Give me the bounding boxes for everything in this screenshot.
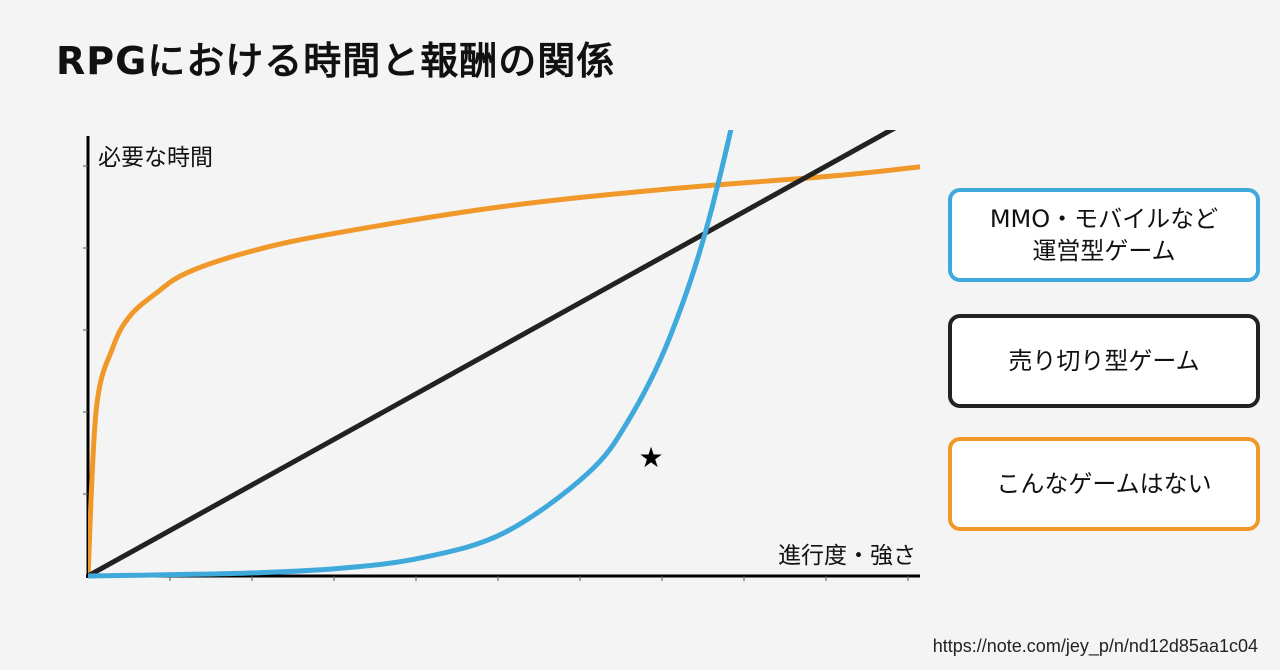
series-layer (88, 130, 920, 579)
axes (83, 136, 920, 581)
legend-label-black: 売り切り型ゲーム (1008, 346, 1200, 375)
series-orange-line (88, 164, 920, 579)
legend-item-orange: こんなゲームはない (948, 437, 1260, 531)
legend-label-orange: こんなゲームはない (996, 469, 1212, 498)
x-axis-label: 進行度・強さ (778, 543, 916, 569)
axis-ticks (83, 165, 909, 581)
legend-item-blue: MMO・モバイルなど 運営型ゲーム (948, 188, 1260, 282)
legend-item-black: 売り切り型ゲーム (948, 314, 1260, 408)
legend-label-blue: MMO・モバイルなど 運営型ゲーム (989, 204, 1219, 265)
series-blue-line (88, 130, 734, 579)
page-title: RPGにおける時間と報酬の関係 (56, 39, 616, 83)
y-axis-label: 必要な時間 (98, 145, 213, 171)
star-annotation: ★ (639, 441, 664, 474)
source-url[interactable]: https://note.com/jey_p/n/nd12d85aa1c04 (932, 636, 1258, 656)
series-black-line (88, 130, 897, 579)
